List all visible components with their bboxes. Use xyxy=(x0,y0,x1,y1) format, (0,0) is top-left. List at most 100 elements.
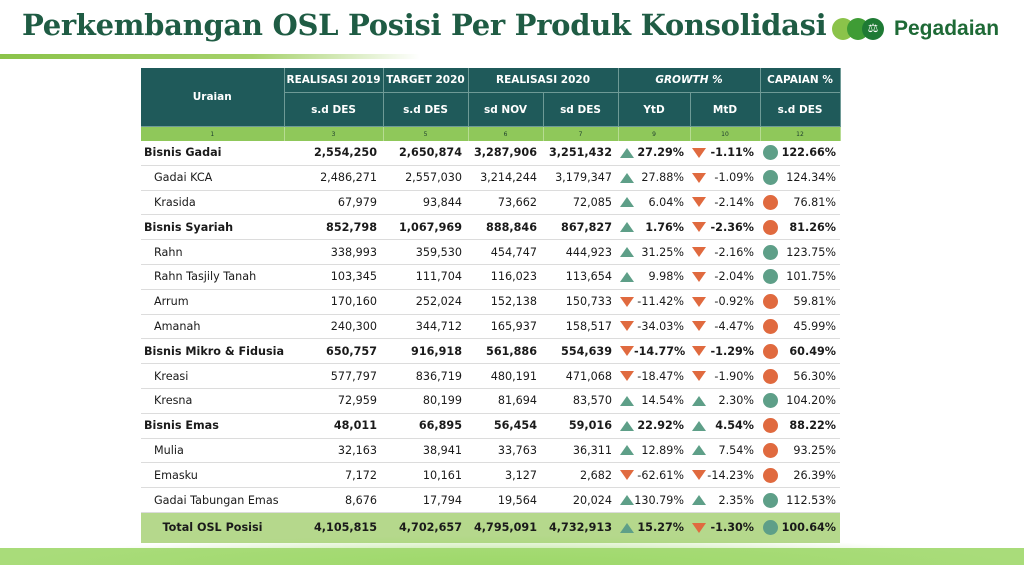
status-dot-icon xyxy=(763,219,778,235)
trend-up-icon xyxy=(692,495,706,506)
cell-des: 471,068 xyxy=(543,363,618,389)
trend-down-icon xyxy=(692,296,706,307)
cell-mtd: 2.35% xyxy=(690,487,760,513)
row-label: Krasida xyxy=(141,190,284,216)
trend-up-icon xyxy=(620,222,634,233)
mtd-value: -2.14% xyxy=(714,195,754,209)
table-row: Bisnis Syariah 852,798 1,067,969 888,846 867… xyxy=(141,214,840,241)
cell-capaian: 81.26% xyxy=(760,214,840,241)
trend-up-icon xyxy=(692,420,706,431)
mtd-value: -2.36% xyxy=(710,220,754,234)
cell-mtd: 7.54% xyxy=(690,438,760,464)
cell-des: 554,639 xyxy=(543,338,618,365)
ytd-value: 14.54% xyxy=(641,394,684,408)
cell-mtd: -2.16% xyxy=(690,239,760,265)
mtd-value: -1.90% xyxy=(714,369,754,383)
column-number: 5 xyxy=(383,126,469,141)
cell-ytd: 1.76% xyxy=(618,214,690,241)
row-label: Kreasi xyxy=(141,363,284,389)
ytd-value: -11.42% xyxy=(637,295,684,309)
mtd-value: -1.29% xyxy=(710,344,754,358)
cell-t2020: 2,557,030 xyxy=(383,165,468,191)
row-label: Rahn xyxy=(141,239,284,265)
row-label: Bisnis Mikro & Fidusia xyxy=(141,338,284,365)
cell-des: 150,733 xyxy=(543,289,618,315)
cell-r2019: 32,163 xyxy=(284,438,383,464)
ytd-value: 130.79% xyxy=(634,493,684,507)
cell-nov: 3,287,906 xyxy=(468,141,543,166)
cell-capaian: 56.30% xyxy=(760,363,840,389)
status-dot-icon xyxy=(763,520,778,536)
cell-r2019: 577,797 xyxy=(284,363,383,389)
header-realisasi-2019: REALISASI 2019 xyxy=(284,68,384,93)
header-capaian: CAPAIAN % xyxy=(760,68,841,93)
cell-ytd: 27.29% xyxy=(618,141,690,166)
status-dot-icon xyxy=(763,194,778,210)
cell-ytd: 9.98% xyxy=(618,264,690,290)
trend-down-icon xyxy=(620,346,634,357)
header-sd-des-2020: sd DES xyxy=(543,92,619,127)
cell-mtd: -1.09% xyxy=(690,165,760,191)
mtd-value: -1.11% xyxy=(710,146,754,160)
status-dot-icon xyxy=(763,368,778,384)
capaian-value: 59.81% xyxy=(793,295,836,309)
cell-des: 36,311 xyxy=(543,438,618,464)
mtd-value: 2.30% xyxy=(718,394,754,408)
trend-up-icon xyxy=(620,172,634,183)
cell-nov: 480,191 xyxy=(468,363,543,389)
logo-icon: ⚖ xyxy=(832,18,886,40)
status-dot-icon xyxy=(763,467,778,483)
cell-des: 3,251,432 xyxy=(543,141,618,166)
table-row: Amanah 240,300 344,712 165,937 158,517 -34.03… xyxy=(141,314,840,340)
capaian-value: 56.30% xyxy=(793,369,836,383)
cell-capaian: 76.81% xyxy=(760,190,840,216)
trend-up-icon xyxy=(620,522,634,533)
row-label: Gadai Tabungan Emas xyxy=(141,487,284,513)
cell-capaian: 26.39% xyxy=(760,462,840,489)
trend-down-icon xyxy=(620,321,634,332)
cell-ytd: -62.61% xyxy=(618,462,690,489)
header-ytd: YtD xyxy=(618,92,691,127)
trend-up-icon xyxy=(620,420,634,431)
cell-capaian: 112.53% xyxy=(760,487,840,513)
trend-up-icon xyxy=(692,445,706,456)
pegadaian-logo: ⚖ Pegadaian xyxy=(832,17,999,41)
ytd-value: 27.88% xyxy=(641,171,684,185)
cell-mtd: -2.36% xyxy=(690,214,760,241)
cell-ytd: 31.25% xyxy=(618,239,690,265)
cell-ytd: -14.77% xyxy=(618,338,690,365)
ytd-value: 6.04% xyxy=(648,195,684,209)
mtd-value: 2.35% xyxy=(718,493,754,507)
header-uraian: Uraian xyxy=(141,68,285,127)
cell-r2019: 7,172 xyxy=(284,462,383,489)
trend-down-icon xyxy=(692,222,706,233)
mtd-value: -1.30% xyxy=(710,521,754,535)
cell-t2020: 2,650,874 xyxy=(383,141,468,166)
row-label: Rahn Tasjily Tanah xyxy=(141,264,284,290)
cell-capaian: 123.75% xyxy=(760,239,840,265)
status-dot-icon xyxy=(763,269,778,285)
capaian-value: 93.25% xyxy=(793,443,836,457)
cell-capaian: 59.81% xyxy=(760,289,840,315)
row-label: Bisnis Syariah xyxy=(141,214,284,241)
column-number: 12 xyxy=(760,126,841,141)
cell-des: 2,682 xyxy=(543,462,618,489)
trend-up-icon xyxy=(692,395,706,406)
mtd-value: -4.47% xyxy=(714,319,754,333)
table-row: Rahn Tasjily Tanah 103,345 111,704 116,023 1… xyxy=(141,264,840,290)
mtd-value: -14.23% xyxy=(707,468,754,482)
mtd-value: -2.16% xyxy=(714,245,754,259)
cell-t2020: 1,067,969 xyxy=(383,214,468,241)
ytd-value: 1.76% xyxy=(645,220,684,234)
capaian-value: 60.49% xyxy=(789,344,836,358)
trend-up-icon xyxy=(620,395,634,406)
row-label: Amanah xyxy=(141,314,284,340)
header-sd-des-2019: s.d DES xyxy=(284,92,384,127)
table-row: Krasida 67,979 93,844 73,662 72,085 6.04% -2.1… xyxy=(141,190,840,216)
header-mtd: MtD xyxy=(690,92,761,127)
cell-des: 158,517 xyxy=(543,314,618,340)
status-dot-icon xyxy=(763,145,778,161)
cell-ytd: -18.47% xyxy=(618,363,690,389)
title-underline xyxy=(0,54,420,59)
capaian-value: 81.26% xyxy=(789,220,836,234)
